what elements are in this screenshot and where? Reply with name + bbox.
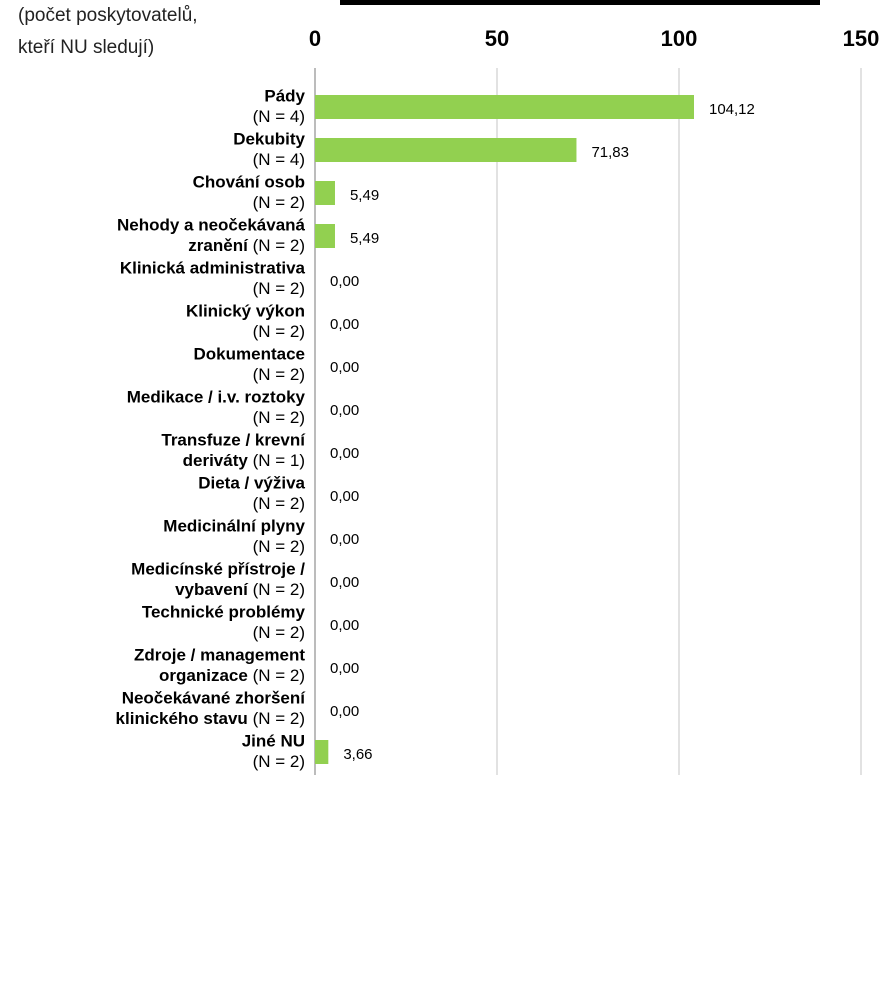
- category-label: klinického stavu (N = 2): [116, 709, 305, 728]
- category-count: (N = 2): [253, 752, 305, 771]
- category-label: Klinická administrativa: [120, 258, 306, 277]
- x-tick-label: 50: [485, 26, 509, 51]
- value-label: 0,00: [330, 402, 359, 419]
- category-count: (N = 2): [253, 236, 305, 255]
- category-label: Jiné NU: [242, 731, 305, 750]
- category-label: zranění (N = 2): [188, 236, 305, 255]
- note-line: (počet poskytovatelů,: [18, 5, 198, 26]
- title-frame-edge: [340, 0, 820, 5]
- category-count: (N = 2): [253, 709, 305, 728]
- x-tick-label: 100: [661, 26, 698, 51]
- category-label: Neočekávané zhoršení: [122, 688, 307, 707]
- category-label: (N = 2): [253, 193, 305, 212]
- category-count: (N = 2): [253, 279, 305, 298]
- bar: [315, 181, 335, 205]
- category-label: (N = 2): [253, 365, 305, 384]
- category-count: (N = 2): [253, 322, 305, 341]
- category-label: Medicínské přístroje /: [131, 559, 305, 578]
- category-label: (N = 4): [253, 107, 305, 126]
- category-label: Transfuze / krevní: [161, 430, 306, 449]
- category-count: (N = 2): [253, 408, 305, 427]
- category-label: Medicinální plyny: [163, 516, 305, 535]
- category-count: (N = 4): [253, 107, 305, 126]
- category-label: Technické problémy: [142, 602, 306, 621]
- category-label: (N = 2): [253, 322, 305, 341]
- value-label: 0,00: [330, 617, 359, 634]
- category-label: Pády: [264, 86, 305, 105]
- category-label: (N = 2): [253, 537, 305, 556]
- x-tick-label: 0: [309, 26, 321, 51]
- category-label: (N = 2): [253, 494, 305, 513]
- value-label: 5,49: [350, 187, 379, 204]
- value-label: 0,00: [330, 273, 359, 290]
- category-label: Nehody a neočekávaná: [117, 215, 306, 234]
- category-count: (N = 2): [253, 623, 305, 642]
- category-label: (N = 2): [253, 752, 305, 771]
- category-label: organizace (N = 2): [159, 666, 305, 685]
- value-label: 0,00: [330, 316, 359, 333]
- value-label: 0,00: [330, 359, 359, 376]
- category-label: Dieta / výživa: [198, 473, 305, 492]
- category-label: Dokumentace: [194, 344, 305, 363]
- value-label: 0,00: [330, 445, 359, 462]
- category-count: (N = 2): [253, 580, 305, 599]
- category-count: (N = 4): [253, 150, 305, 169]
- category-label: (N = 2): [253, 279, 305, 298]
- bar: [315, 138, 577, 162]
- value-label: 71,83: [591, 144, 629, 161]
- category-count: (N = 1): [253, 451, 305, 470]
- value-label: 5,49: [350, 230, 379, 247]
- bar: [315, 95, 694, 119]
- category-count: (N = 2): [253, 365, 305, 384]
- value-label: 0,00: [330, 531, 359, 548]
- value-label: 0,00: [330, 660, 359, 677]
- category-label-line: organizace: [159, 666, 248, 685]
- category-label-line: deriváty: [183, 451, 249, 470]
- value-label: 0,00: [330, 703, 359, 720]
- category-label: deriváty (N = 1): [183, 451, 305, 470]
- value-label: 104,12: [709, 101, 755, 118]
- category-label-line: klinického stavu: [116, 709, 248, 728]
- category-label-line: zranění: [188, 236, 249, 255]
- category-count: (N = 2): [253, 537, 305, 556]
- category-label: vybavení (N = 2): [175, 580, 305, 599]
- category-label: (N = 2): [253, 623, 305, 642]
- category-count: (N = 2): [253, 193, 305, 212]
- category-count: (N = 2): [253, 494, 305, 513]
- value-label: 0,00: [330, 574, 359, 591]
- category-label-line: vybavení: [175, 580, 249, 599]
- category-label: Chování osob: [193, 172, 305, 191]
- category-label: Zdroje / management: [134, 645, 305, 664]
- bar: [315, 224, 335, 248]
- category-label: Medikace / i.v. roztoky: [127, 387, 306, 406]
- category-label: Klinický výkon: [186, 301, 305, 320]
- category-count: (N = 2): [253, 666, 305, 685]
- category-label: (N = 4): [253, 150, 305, 169]
- bar: [315, 740, 329, 764]
- x-tick-label: 150: [843, 26, 880, 51]
- note-line: kteří NU sledují): [18, 37, 154, 58]
- value-label: 0,00: [330, 488, 359, 505]
- value-label: 3,66: [343, 746, 372, 763]
- category-label: (N = 2): [253, 408, 305, 427]
- category-label: Dekubity: [233, 129, 305, 148]
